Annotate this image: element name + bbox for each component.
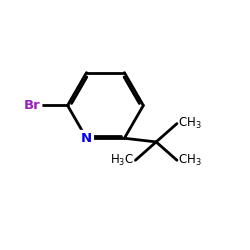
Text: CH$_3$: CH$_3$ xyxy=(178,153,202,168)
Text: CH$_3$: CH$_3$ xyxy=(178,116,202,131)
Text: N: N xyxy=(81,132,92,145)
Text: Br: Br xyxy=(24,99,40,112)
Text: H$_3$C: H$_3$C xyxy=(110,153,134,168)
